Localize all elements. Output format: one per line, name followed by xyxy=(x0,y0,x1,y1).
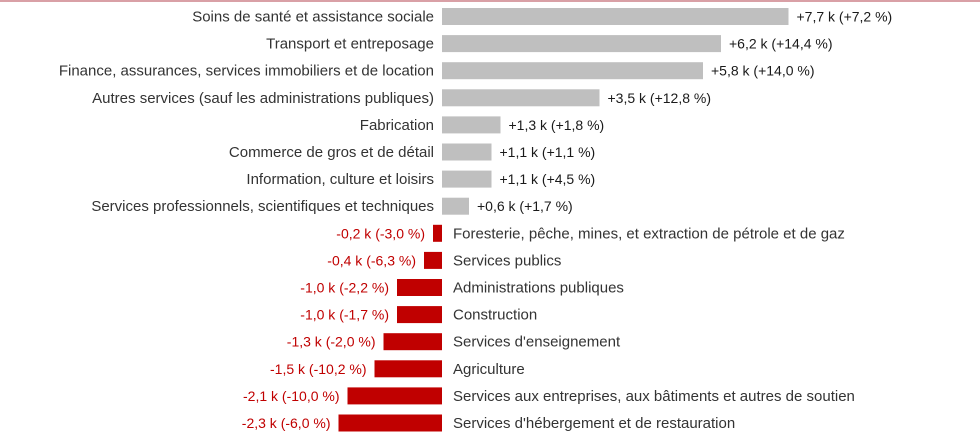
category-label-12: Services d'enseignement xyxy=(453,334,621,351)
category-label-5: Commerce de gros et de détail xyxy=(229,144,434,161)
bar-12 xyxy=(383,333,442,351)
category-label-14: Services aux entreprises, aux bâtiments … xyxy=(453,388,855,405)
data-label-3: +3,5 k (+12,8 %) xyxy=(608,90,712,106)
category-label-11: Construction xyxy=(453,307,537,324)
data-label-8: -0,2 k (-3,0 %) xyxy=(336,225,425,241)
category-label-7: Services professionnels, scientifiques e… xyxy=(91,198,434,215)
top-rule xyxy=(0,0,980,2)
bar-15 xyxy=(338,414,442,432)
bar-7 xyxy=(442,197,469,215)
data-label-1: +6,2 k (+14,4 %) xyxy=(729,36,833,52)
bar-14 xyxy=(347,387,442,405)
data-label-10: -1,0 k (-2,2 %) xyxy=(300,280,389,296)
data-label-14: -2,1 k (-10,0 %) xyxy=(243,388,339,404)
category-label-1: Transport et entreposage xyxy=(266,36,434,53)
bar-2 xyxy=(442,62,703,80)
category-label-0: Soins de santé et assistance sociale xyxy=(192,9,434,26)
bar-13 xyxy=(374,360,442,378)
bar-1 xyxy=(442,35,721,53)
bar-8 xyxy=(433,224,442,242)
bar-3 xyxy=(442,89,600,107)
data-label-12: -1,3 k (-2,0 %) xyxy=(287,334,376,350)
bar-0 xyxy=(442,8,789,25)
bar-10 xyxy=(397,279,442,296)
data-label-7: +0,6 k (+1,7 %) xyxy=(477,198,573,214)
category-label-9: Services publics xyxy=(453,252,561,269)
data-label-13: -1,5 k (-10,2 %) xyxy=(270,361,366,377)
category-label-6: Information, culture et loisirs xyxy=(246,171,434,188)
bar-6 xyxy=(442,170,492,188)
data-label-0: +7,7 k (+7,2 %) xyxy=(797,9,893,25)
category-label-2: Finance, assurances, services immobilier… xyxy=(59,63,434,80)
category-label-3: Autres services (sauf les administration… xyxy=(92,90,434,107)
category-label-8: Foresterie, pêche, mines, et extraction … xyxy=(453,225,845,242)
category-label-13: Agriculture xyxy=(453,361,525,378)
data-label-6: +1,1 k (+4,5 %) xyxy=(500,171,596,187)
bar-4 xyxy=(442,116,501,134)
data-label-2: +5,8 k (+14,0 %) xyxy=(711,63,815,79)
data-label-4: +1,3 k (+1,8 %) xyxy=(509,117,605,133)
category-label-15: Services d'hébergement et de restauratio… xyxy=(453,415,735,432)
data-label-11: -1,0 k (-1,7 %) xyxy=(300,307,389,323)
category-label-10: Administrations publiques xyxy=(453,280,624,297)
data-label-9: -0,4 k (-6,3 %) xyxy=(327,252,416,268)
bar-5 xyxy=(442,143,492,161)
bar-11 xyxy=(397,306,442,324)
data-label-5: +1,1 k (+1,1 %) xyxy=(500,144,596,160)
bar-9 xyxy=(424,251,442,269)
data-label-15: -2,3 k (-6,0 %) xyxy=(242,415,331,431)
category-label-4: Fabrication xyxy=(360,117,434,134)
